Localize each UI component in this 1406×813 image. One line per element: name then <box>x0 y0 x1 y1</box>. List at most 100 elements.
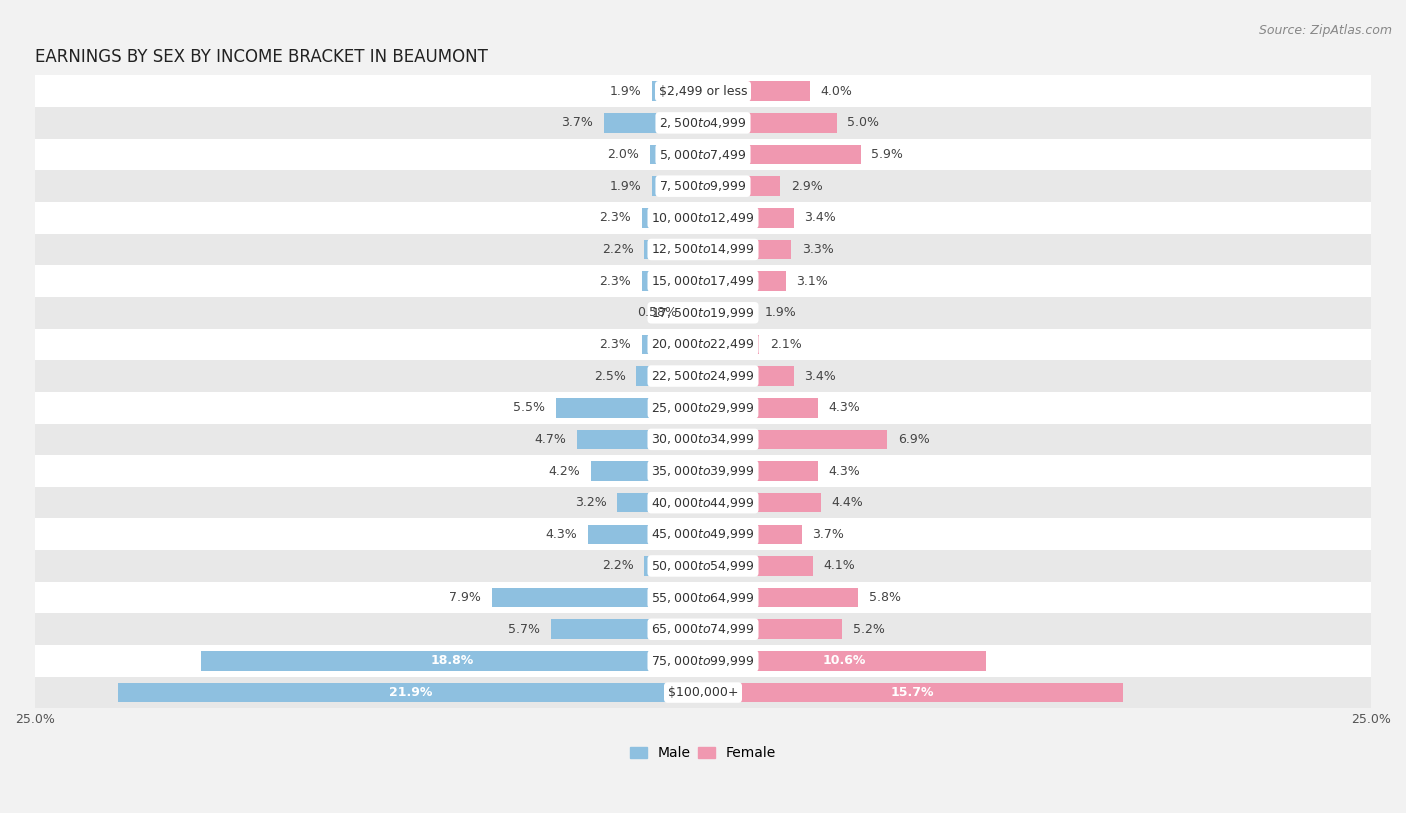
Text: 2.2%: 2.2% <box>602 243 634 256</box>
Text: 4.3%: 4.3% <box>828 402 860 414</box>
Text: $75,000 to $99,999: $75,000 to $99,999 <box>651 654 755 668</box>
Text: 5.2%: 5.2% <box>852 623 884 636</box>
Text: $30,000 to $34,999: $30,000 to $34,999 <box>651 433 755 446</box>
Bar <box>201 651 703 671</box>
Bar <box>703 176 780 196</box>
Text: 4.3%: 4.3% <box>546 528 578 541</box>
Text: $100,000+: $100,000+ <box>668 686 738 699</box>
Bar <box>605 113 703 133</box>
Bar <box>35 582 1371 614</box>
Bar <box>703 429 887 449</box>
Text: $25,000 to $29,999: $25,000 to $29,999 <box>651 401 755 415</box>
Text: 18.8%: 18.8% <box>430 654 474 667</box>
Text: 1.9%: 1.9% <box>610 180 641 193</box>
Bar <box>35 139 1371 171</box>
Text: 2.3%: 2.3% <box>599 338 631 351</box>
Bar <box>703 620 842 639</box>
Bar <box>703 398 818 418</box>
Text: 5.5%: 5.5% <box>513 402 546 414</box>
Bar <box>591 461 703 480</box>
Bar <box>35 297 1371 328</box>
Bar <box>578 429 703 449</box>
Text: 15.7%: 15.7% <box>891 686 935 699</box>
Text: $40,000 to $44,999: $40,000 to $44,999 <box>651 496 755 510</box>
Text: $17,500 to $19,999: $17,500 to $19,999 <box>651 306 755 320</box>
Bar <box>617 493 703 512</box>
Text: 5.7%: 5.7% <box>508 623 540 636</box>
Bar <box>35 107 1371 139</box>
Bar <box>652 176 703 196</box>
Bar <box>703 651 986 671</box>
Bar <box>650 145 703 164</box>
Bar <box>492 588 703 607</box>
Text: 4.1%: 4.1% <box>824 559 855 572</box>
Text: $35,000 to $39,999: $35,000 to $39,999 <box>651 464 755 478</box>
Text: 5.0%: 5.0% <box>848 116 879 129</box>
Bar <box>703 683 1122 702</box>
Text: 10.6%: 10.6% <box>823 654 866 667</box>
Bar <box>636 367 703 386</box>
Text: Source: ZipAtlas.com: Source: ZipAtlas.com <box>1258 24 1392 37</box>
Text: 21.9%: 21.9% <box>388 686 432 699</box>
Text: 3.4%: 3.4% <box>804 370 837 383</box>
Bar <box>35 519 1371 550</box>
Bar <box>555 398 703 418</box>
Text: 4.3%: 4.3% <box>828 464 860 477</box>
Bar <box>703 556 813 576</box>
Text: 2.0%: 2.0% <box>607 148 638 161</box>
Text: 4.7%: 4.7% <box>534 433 567 446</box>
Bar <box>35 455 1371 487</box>
Bar <box>644 556 703 576</box>
Bar <box>551 620 703 639</box>
Text: 3.3%: 3.3% <box>801 243 834 256</box>
Bar <box>641 335 703 354</box>
Text: $10,000 to $12,499: $10,000 to $12,499 <box>651 211 755 225</box>
Bar <box>652 81 703 101</box>
Text: 5.9%: 5.9% <box>872 148 903 161</box>
Text: 6.9%: 6.9% <box>898 433 929 446</box>
Bar <box>641 208 703 228</box>
Text: 4.2%: 4.2% <box>548 464 581 477</box>
Text: 2.2%: 2.2% <box>602 559 634 572</box>
Bar <box>703 240 792 259</box>
Text: 3.7%: 3.7% <box>561 116 593 129</box>
Bar <box>35 392 1371 424</box>
Text: $22,500 to $24,999: $22,500 to $24,999 <box>651 369 755 383</box>
Text: $65,000 to $74,999: $65,000 to $74,999 <box>651 622 755 637</box>
Bar <box>703 208 794 228</box>
Text: 2.9%: 2.9% <box>792 180 823 193</box>
Bar <box>118 683 703 702</box>
Bar <box>588 524 703 544</box>
Text: 1.9%: 1.9% <box>610 85 641 98</box>
Text: $2,499 or less: $2,499 or less <box>659 85 747 98</box>
Bar <box>688 303 703 323</box>
Text: $12,500 to $14,999: $12,500 to $14,999 <box>651 242 755 256</box>
Bar <box>703 335 759 354</box>
Bar <box>35 171 1371 202</box>
Bar <box>703 588 858 607</box>
Bar <box>35 233 1371 265</box>
Bar <box>703 272 786 291</box>
Text: 2.3%: 2.3% <box>599 275 631 288</box>
Bar <box>703 81 810 101</box>
Text: $50,000 to $54,999: $50,000 to $54,999 <box>651 559 755 573</box>
Text: 3.4%: 3.4% <box>804 211 837 224</box>
Text: $5,000 to $7,499: $5,000 to $7,499 <box>659 147 747 162</box>
Bar <box>703 461 818 480</box>
Text: $7,500 to $9,999: $7,500 to $9,999 <box>659 179 747 193</box>
Text: 2.5%: 2.5% <box>593 370 626 383</box>
Text: 7.9%: 7.9% <box>450 591 481 604</box>
Bar <box>35 265 1371 297</box>
Bar <box>35 487 1371 519</box>
Bar <box>35 676 1371 708</box>
Text: $55,000 to $64,999: $55,000 to $64,999 <box>651 590 755 605</box>
Bar <box>35 76 1371 107</box>
Text: EARNINGS BY SEX BY INCOME BRACKET IN BEAUMONT: EARNINGS BY SEX BY INCOME BRACKET IN BEA… <box>35 47 488 66</box>
Bar <box>703 367 794 386</box>
Legend: Male, Female: Male, Female <box>624 741 782 766</box>
Text: 3.1%: 3.1% <box>797 275 828 288</box>
Text: 4.0%: 4.0% <box>821 85 852 98</box>
Bar <box>35 550 1371 582</box>
Bar <box>703 113 837 133</box>
Bar <box>35 424 1371 455</box>
